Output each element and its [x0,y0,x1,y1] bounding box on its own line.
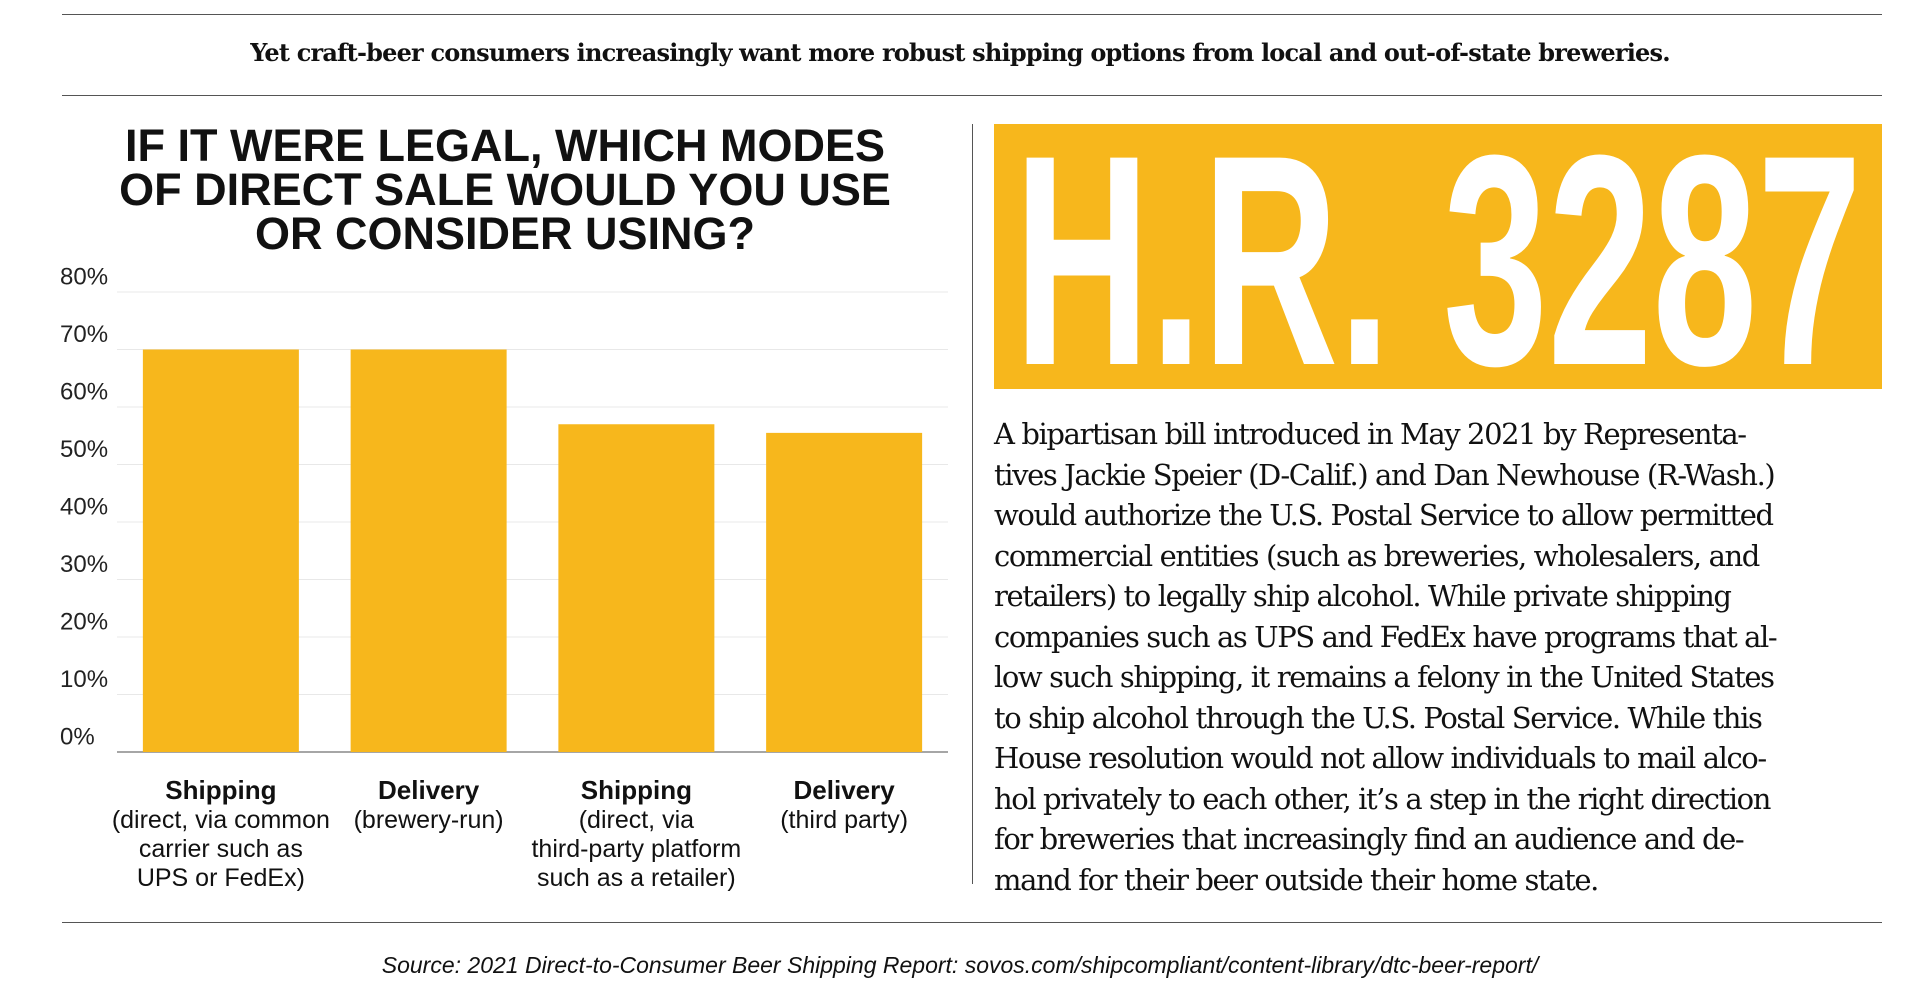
body-line: mand for their beer outside their home s… [994,862,1599,897]
y-tick-label: 30% [60,551,108,578]
category-note: (direct, via [578,806,695,834]
category-label: Delivery (brewery-run) [309,776,549,835]
bill-title: H.R. 3287 [1014,124,1862,389]
category-label: Shipping (direct, via third-party platform… [516,776,756,893]
y-tick-label: 80% [60,263,108,290]
y-tick-label: 0% [60,723,95,750]
category-name: Shipping [580,775,692,805]
bottom-rule [62,922,1882,923]
bill-banner: H.R. 3287 [994,124,1882,389]
y-tick-label: 50% [60,436,108,463]
source: Source: 2021 Direct-to-Consumer Beer Shi… [381,952,1539,978]
body-line: A bipartisan bill introduced in May 2021… [994,417,1747,451]
category-note: third-party platform [531,835,742,863]
bar [142,349,299,752]
y-tick-label: 20% [60,608,108,635]
category-name: Delivery [793,775,895,805]
header: Yet craft-beer consumers increasingly wa… [250,38,1670,67]
body-line: hol privately to each other, it’s a step… [994,781,1771,816]
bill-description: A bipartisan bill introduced in May 2021… [994,414,1778,900]
category-note: carrier such as [138,835,303,863]
category-note: such as a retailer) [537,864,736,892]
y-tick-label: 40% [60,493,108,520]
body-line: companies such as UPS and FedEx have pro… [994,619,1778,654]
body-line: to ship alcohol through the U.S. Postal … [994,700,1763,735]
header-rule [62,95,1882,96]
category-label: Shipping (direct, via common carrier such … [101,776,341,893]
body-line: commercial entities (such as breweries, … [994,538,1760,573]
y-tick-label: 10% [60,666,108,693]
top-rule [62,14,1882,15]
y-tick-label: 70% [60,321,108,348]
bar [558,424,715,752]
chart-title: IF IT WERE LEGAL, WHICH MODES OF DIRECT … [119,120,891,259]
bar [350,349,507,752]
category-name: Shipping [165,775,277,805]
body-line: for breweries that increasingly find an … [994,822,1745,856]
body-line: would authorize the U.S. Postal Service … [994,498,1774,532]
category-name: Delivery [378,775,480,805]
category-note: UPS or FedEx) [136,864,305,892]
divider [972,124,973,884]
body-line: low such shipping, it remains a felony i… [994,660,1775,694]
body-line: retailers) to legally ship alcohol. Whil… [994,579,1732,613]
bar [766,432,923,752]
chart: 0% 10% 20% 30% 40% 50% 60% 70% 80% [60,263,948,753]
y-tick-label: 60% [60,378,108,405]
category-note: (brewery-run) [353,806,504,834]
category-note: (direct, via common [111,806,330,834]
body-line: House resolution would not allow individ… [994,741,1767,775]
category-note: (third party) [780,806,909,834]
body-line: tives Jackie Speier (D-Calif.) and Dan N… [994,457,1776,492]
category-label: Delivery (third party) [724,776,964,835]
